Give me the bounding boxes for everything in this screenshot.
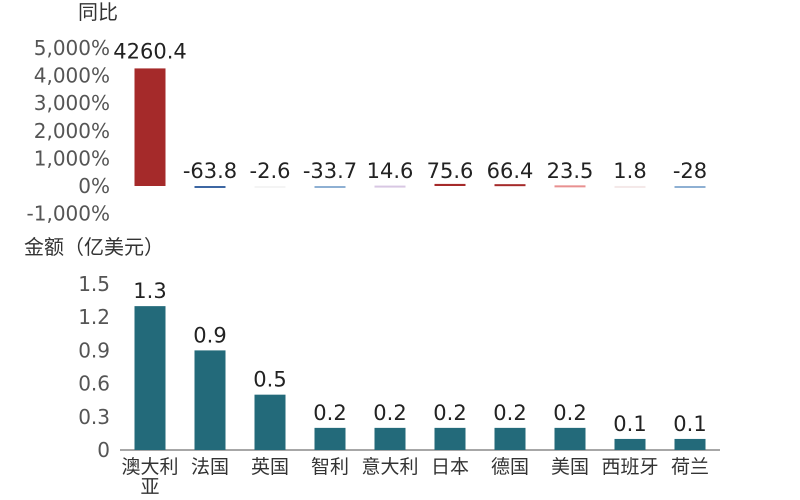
yoy-y-tick-label: 3,000% [34,91,110,115]
amount-category-label: 澳大利 [121,456,178,478]
yoy-bar [494,184,526,187]
amount-category-label: 西班牙 [601,456,658,478]
yoy-y-axis-ticks: 5,000% 4,000% 3,000% 2,000% 1,000% 0% -1,000% [27,36,110,226]
amount-bar [194,350,226,450]
amount-category-label: 德国 [491,456,529,478]
amount-value-label: 0.2 [553,401,586,425]
amount-bars [134,306,706,450]
yoy-bar [374,185,406,188]
yoy-chart-title: 同比 [78,0,118,24]
amount-value-label: 0.2 [433,401,466,425]
amount-category-label: 英国 [251,456,289,478]
amount-category-label: 意大利 [361,456,418,478]
amount-category-label: 法国 [191,456,229,478]
amount-category-label: 智利 [311,456,349,478]
amount-y-tick-label: 0.3 [78,405,110,429]
yoy-bar [134,68,166,186]
yoy-bar [434,183,466,186]
yoy-value-label: 14.6 [367,159,414,183]
yoy-bar [554,185,586,188]
amount-y-tick-label: 1.5 [78,272,110,296]
yoy-bar [254,186,286,188]
yoy-y-tick-label: 0% [78,174,110,198]
yoy-value-label: 1.8 [613,159,646,183]
amount-y-axis-ticks: 1.5 1.2 0.9 0.6 0.3 0 [78,272,110,462]
amount-value-labels: 1.3 0.9 0.5 0.2 0.2 0.2 0.2 0.2 0.1 0.1 [133,279,706,436]
amount-chart-title: 金额（亿美元） [24,235,164,259]
yoy-bar [194,186,226,188]
amount-y-tick-label: 0 [97,438,110,462]
amount-category-label: 亚 [140,476,159,498]
amount-value-label: 1.3 [133,279,166,303]
amount-bar [254,394,286,450]
amount-y-tick-label: 0.9 [78,338,110,362]
amount-value-label: 0.1 [673,412,706,436]
amount-bar [554,427,586,450]
yoy-bar [674,186,706,188]
amount-bar [314,427,346,450]
yoy-bar [314,186,346,188]
amount-category-label: 荷兰 [671,456,709,478]
yoy-value-label: 66.4 [487,159,534,183]
yoy-y-tick-label: 1,000% [34,146,110,170]
amount-bar [434,427,466,450]
amount-y-tick-label: 1.2 [78,305,110,329]
amount-chart: 金额（亿美元） 1.5 1.2 0.9 0.6 0.3 0 1.3 0.9 0.5 0.2 0.2… [24,235,720,498]
amount-category-label: 美国 [551,456,589,478]
yoy-y-tick-label: 5,000% [34,36,110,60]
yoy-bar [614,185,646,188]
amount-bar [614,438,646,450]
yoy-value-labels: 4260.4 -63.8 -2.6 -33.7 14.6 75.6 66.4 23.5 1.8 -… [113,39,707,183]
yoy-chart: 同比 5,000% 4,000% 3,000% 2,000% 1,000% 0% -1,00… [27,0,708,226]
amount-value-label: 0.2 [313,401,346,425]
amount-bar [674,438,706,450]
yoy-value-label: -63.8 [183,159,237,183]
amount-bar [374,427,406,450]
yoy-value-label: 23.5 [547,159,594,183]
yoy-value-label: -2.6 [250,159,291,183]
amount-bar [494,427,526,450]
yoy-y-tick-label: -1,000% [27,202,110,226]
yoy-y-tick-label: 4,000% [34,64,110,88]
yoy-y-tick-label: 2,000% [34,119,110,143]
amount-value-label: 0.2 [373,401,406,425]
yoy-value-label: 4260.4 [113,39,186,63]
yoy-value-label: 75.6 [427,159,474,183]
amount-value-label: 0.9 [193,323,226,347]
amount-value-label: 0.5 [253,368,286,392]
yoy-bars [134,68,706,188]
amount-y-tick-label: 0.6 [78,372,110,396]
amount-value-label: 0.2 [493,401,526,425]
amount-bar [134,306,166,450]
amount-value-label: 0.1 [613,412,646,436]
yoy-value-label: -28 [673,159,707,183]
yoy-value-label: -33.7 [303,159,357,183]
amount-category-label: 日本 [431,456,469,478]
